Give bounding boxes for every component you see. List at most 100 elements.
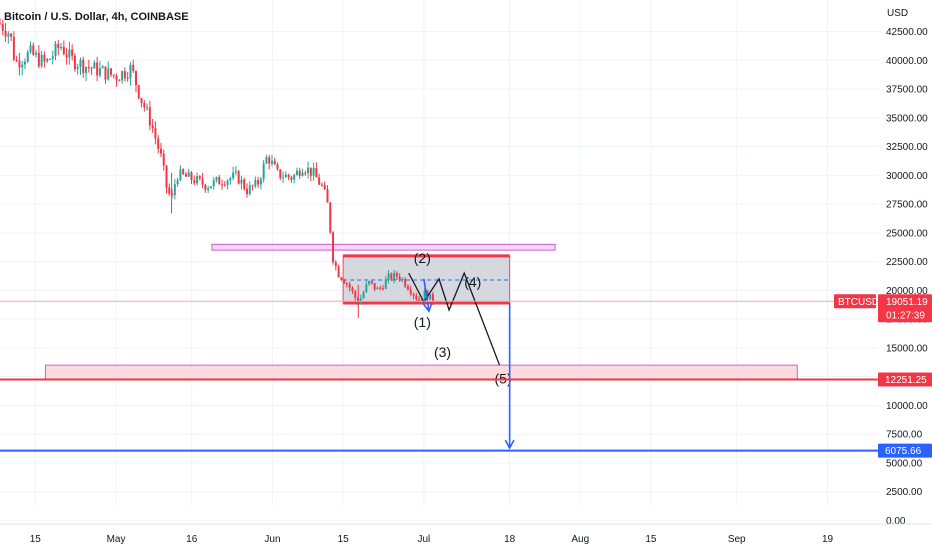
candle-body (409, 289, 412, 294)
candle-body (268, 157, 271, 164)
current-price-badge[interactable] (878, 294, 932, 323)
candle-body (351, 287, 354, 292)
zone-rect[interactable] (211, 243, 556, 251)
candle-body (323, 184, 326, 190)
candle-body (246, 188, 249, 194)
candle-body (243, 179, 246, 189)
candle-body (248, 185, 251, 194)
candle-body (282, 177, 285, 179)
candle-body (171, 193, 174, 196)
candle-body (85, 67, 88, 73)
candle-body (198, 176, 201, 179)
x-axis[interactable]: 15 May 16 Jun 15 Jul 18 Aug 15 Sep 19 (0, 523, 932, 550)
candle-body (201, 178, 204, 185)
y-tick-label: 35000.00 (886, 113, 928, 124)
candle-body (137, 85, 140, 99)
candle-body (168, 187, 171, 194)
candle-body (254, 180, 257, 187)
candle-body (51, 56, 54, 60)
zone-rect[interactable] (44, 364, 798, 380)
x-tick-label: 15 (30, 534, 42, 545)
candle-body (0, 23, 1, 25)
candle-body (146, 107, 149, 109)
wave-label: (1) (414, 314, 431, 330)
candle-body (12, 36, 15, 60)
candle-body (140, 98, 143, 103)
candle-body (234, 171, 237, 173)
candle-body (429, 294, 432, 300)
arrow-shaft[interactable] (423, 278, 430, 312)
candle-body (290, 177, 293, 180)
x-tick-label: Jul (417, 534, 430, 545)
candle-body (334, 262, 337, 267)
wave-label: (3) (434, 344, 451, 360)
candle-body (279, 169, 282, 178)
candle-body (354, 291, 357, 298)
candle-body (40, 54, 43, 67)
candle-body (312, 167, 315, 176)
candle-body (265, 157, 268, 164)
candle-body (298, 170, 301, 176)
candle-body (98, 68, 101, 76)
candles-layer (0, 18, 434, 318)
candle-body (65, 54, 68, 58)
candle-body (332, 232, 335, 263)
candle-body (143, 102, 146, 108)
candle-body (212, 180, 215, 187)
candle-body (32, 45, 35, 55)
price-level-badge[interactable] (878, 372, 932, 387)
candle-body (37, 52, 40, 67)
candle-body (48, 59, 51, 61)
candle-body (284, 174, 287, 178)
candle-body (337, 266, 340, 278)
candle-body (270, 160, 273, 164)
candle-body (60, 46, 63, 49)
candle-body (426, 290, 429, 300)
symbol-tag[interactable] (834, 294, 876, 309)
candle-body (112, 74, 115, 76)
wave-projection-path[interactable] (408, 271, 501, 366)
candle-body (57, 43, 60, 49)
candle-body (301, 172, 304, 176)
candle-body (229, 178, 232, 181)
arrow-head[interactable] (422, 302, 433, 313)
candle-body (309, 167, 312, 176)
candle-body (420, 298, 423, 302)
candle-body (318, 177, 321, 185)
arrow-head[interactable] (504, 439, 515, 450)
candle-body (79, 59, 82, 68)
candle-body (121, 71, 124, 81)
x-tick-label: Aug (571, 534, 589, 545)
candle-body (259, 179, 262, 185)
candle-body (90, 67, 93, 69)
candle-body (21, 64, 24, 68)
y-axis[interactable]: 0.002500.005000.007500.0010000.0012500.0… (878, 0, 932, 550)
y-tick-label: 25000.00 (886, 228, 928, 239)
symbol-tag-label: BTCUSD (838, 297, 879, 308)
candle-body (162, 153, 165, 166)
drawings-layer: (2)(1)(4)(3)(5) (408, 250, 515, 450)
candle-body (54, 43, 57, 57)
candle-body (23, 61, 26, 65)
y-tick-label: 20000.00 (886, 286, 928, 297)
candle-body (215, 177, 218, 181)
candle-body (43, 54, 46, 62)
candle-body (370, 280, 373, 283)
y-tick-label: 10000.00 (886, 401, 928, 412)
candle-body (159, 148, 162, 154)
candle-body (373, 282, 376, 290)
y-tick-label: 5000.00 (886, 458, 923, 469)
candle-body (257, 180, 260, 185)
y-tick-label: 30000.00 (886, 171, 928, 182)
candle-body (345, 283, 348, 285)
candle-body (304, 172, 307, 174)
candle-body (184, 173, 187, 177)
y-tick-label: 15000.00 (886, 343, 928, 354)
price-level-badge[interactable] (878, 443, 932, 458)
candle-body (118, 80, 121, 82)
candle-body (348, 283, 351, 288)
wave-label: (2) (414, 250, 431, 266)
candle-body (182, 169, 185, 174)
candle-body (104, 66, 107, 80)
